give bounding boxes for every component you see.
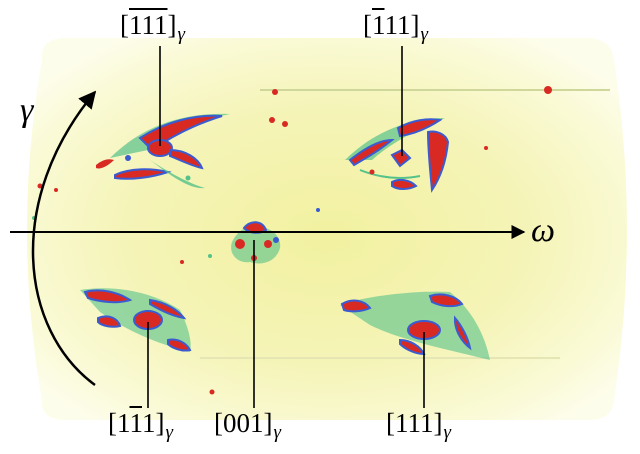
pole-label-bottom-right: [111]γ bbox=[386, 408, 451, 443]
index-2: 1 bbox=[129, 408, 143, 438]
pole-label-top-left: [111]γ bbox=[120, 10, 185, 45]
index-1: 1 bbox=[395, 408, 408, 438]
index-3: 1 bbox=[142, 408, 156, 438]
index-2: 1 bbox=[141, 10, 155, 40]
index-2: 1 bbox=[407, 408, 421, 438]
gamma-axis-arc bbox=[31, 90, 97, 387]
pole-cluster-bottom-right bbox=[340, 291, 490, 360]
index-3: 1 bbox=[154, 10, 168, 40]
pole-cluster-bottom-left bbox=[80, 288, 192, 352]
gamma-axis-label: γ bbox=[20, 92, 34, 129]
label-subscript: γ bbox=[443, 422, 452, 443]
index-1: 1 bbox=[372, 10, 385, 40]
index-2: 1 bbox=[384, 10, 398, 40]
label-subscript: γ bbox=[177, 24, 186, 45]
pole-label-bottom-mid: [001]γ bbox=[214, 408, 281, 443]
index-1: 1 bbox=[117, 408, 130, 438]
index-3: 1 bbox=[420, 408, 434, 438]
label-subscript: γ bbox=[165, 422, 174, 443]
index-3: 1 bbox=[397, 10, 411, 40]
pole-label-top-right: [111]γ bbox=[363, 10, 428, 45]
pole-label-bottom-left: [111]γ bbox=[108, 408, 173, 443]
pole-cluster-center bbox=[231, 221, 281, 264]
index-2: 0 bbox=[236, 408, 251, 438]
pole-cluster-top-right bbox=[345, 118, 450, 193]
leader-lines bbox=[147, 46, 425, 408]
omega-axis-label: ω bbox=[531, 212, 556, 249]
label-subscript: γ bbox=[420, 24, 429, 45]
label-subscript: γ bbox=[273, 422, 282, 443]
index-3: 1 bbox=[250, 408, 264, 438]
index-1: 1 bbox=[129, 10, 142, 40]
index-1: 0 bbox=[223, 408, 237, 438]
